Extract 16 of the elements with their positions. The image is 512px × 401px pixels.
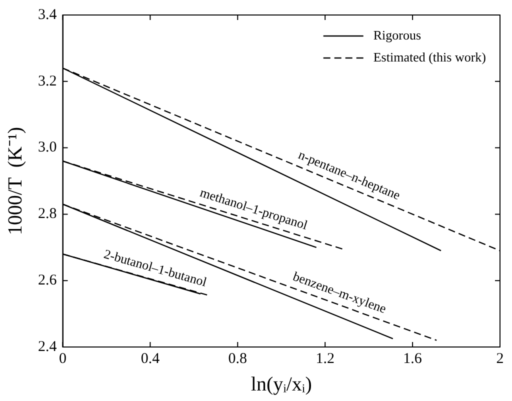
x-axis-title: ln(yᵢ/xᵢ) bbox=[250, 373, 312, 396]
x-tick-label: 0.8 bbox=[228, 350, 248, 367]
x-tick-label: 2 bbox=[496, 350, 504, 367]
y-tick-label: 2.6 bbox=[38, 272, 58, 289]
legend-label: Rigorous bbox=[373, 27, 422, 42]
y-tick-label: 3.0 bbox=[38, 140, 57, 156]
y-tick-label: 3.2 bbox=[38, 73, 57, 90]
legend-label: Estimated (this work) bbox=[373, 49, 486, 64]
x-tick-label: 1.6 bbox=[403, 350, 422, 367]
y-axis-title: 1000/T (K⁻¹) bbox=[4, 126, 26, 236]
x-tick-label: 0.4 bbox=[140, 350, 160, 367]
y-tick-label: 2.8 bbox=[38, 206, 57, 222]
y-tick-label: 3.4 bbox=[38, 6, 58, 23]
y-tick-label: 2.4 bbox=[38, 338, 58, 355]
x-tick-label: 0 bbox=[59, 350, 66, 367]
x-tick-label: 1.2 bbox=[316, 350, 334, 367]
